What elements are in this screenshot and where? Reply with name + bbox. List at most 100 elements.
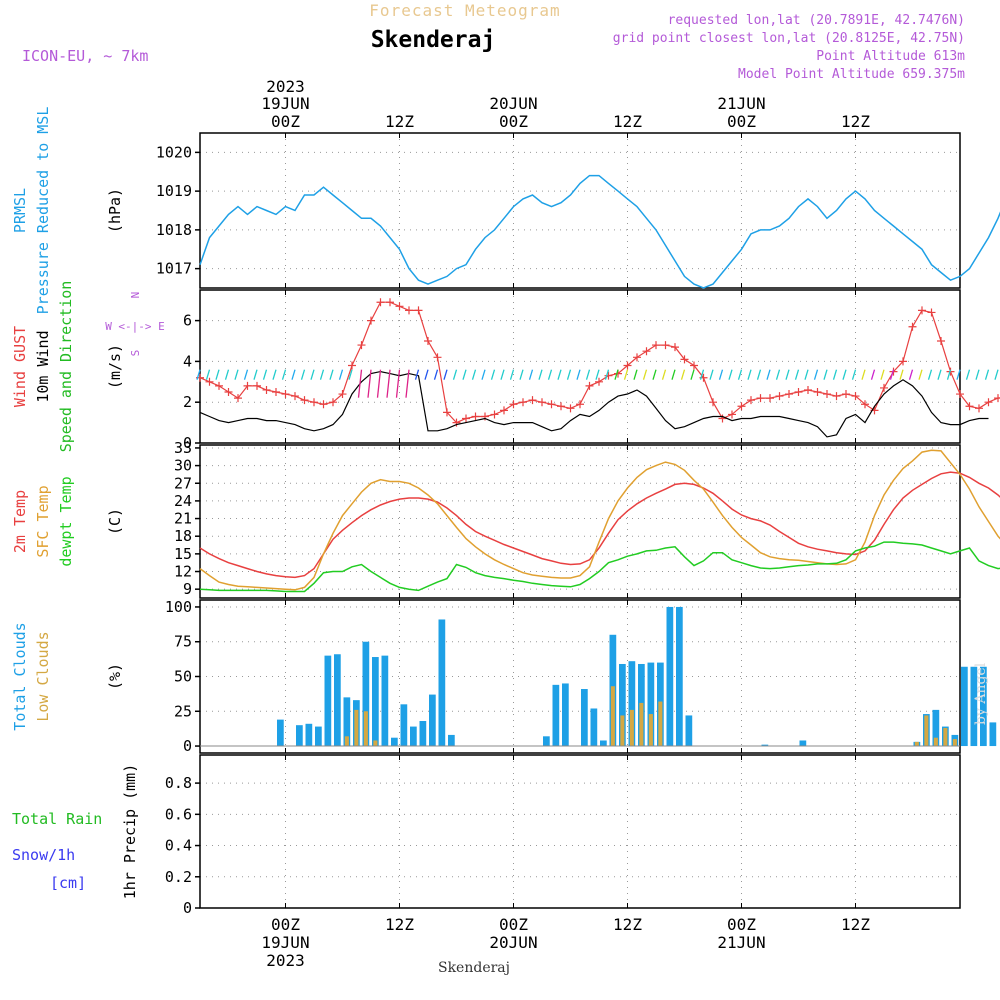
bar-low-clouds — [354, 709, 359, 747]
bar-total-clouds — [600, 740, 607, 747]
panel-label: Total Clouds — [11, 622, 29, 730]
wind-direction-arrow — [633, 369, 638, 380]
gust-marker — [652, 341, 660, 350]
wind-direction-arrow — [671, 369, 676, 380]
bar-low-clouds — [344, 736, 349, 747]
wind-direction-arrow — [367, 369, 372, 398]
bar-low-clouds — [610, 686, 615, 747]
bar-low-clouds — [620, 715, 625, 747]
y-tick-label: 0.8 — [165, 774, 192, 792]
bar-total-clouds — [980, 666, 987, 747]
panel-frame — [199, 754, 961, 909]
panel-frame — [199, 132, 961, 289]
gust-marker — [471, 412, 480, 421]
gust-marker — [851, 392, 860, 401]
wind-direction-arrow — [357, 369, 363, 398]
gust-marker — [433, 353, 442, 362]
bottom-tick-date: 21JUN — [717, 933, 765, 952]
wind-direction-arrow — [889, 369, 895, 380]
y-tick-label: 0.2 — [165, 868, 192, 886]
gust-marker — [918, 306, 926, 315]
wind-direction-arrow — [234, 369, 239, 380]
y-tick-label: 6 — [183, 312, 192, 330]
series-line-dewpt-temp — [199, 541, 1000, 593]
bar-total-clouds — [761, 744, 769, 747]
bar-total-clouds — [581, 689, 588, 747]
wind-direction-arrow — [443, 369, 448, 380]
gust-marker — [804, 385, 812, 394]
subtitle: Forecast Meteogram — [369, 1, 560, 20]
wind-direction-arrow — [595, 369, 600, 380]
panel-label: dewpt Temp — [57, 476, 75, 566]
bar-total-clouds — [419, 721, 427, 747]
gust-marker — [224, 388, 233, 396]
footer-location: Skenderaj — [438, 960, 510, 976]
y-tick-label: 9 — [183, 580, 192, 598]
wind-direction-arrow — [329, 369, 334, 380]
bar-total-clouds — [334, 654, 341, 747]
gust-marker — [908, 322, 917, 331]
gust-marker — [737, 402, 746, 411]
bar-total-clouds — [552, 684, 560, 747]
unit-label: (C) — [106, 508, 124, 535]
legend-snow: Snow/1h — [12, 846, 75, 864]
gust-marker — [357, 341, 366, 350]
y-tick-label: 1018 — [156, 221, 192, 239]
model-altitude: Model Point Altitude 659.375m — [738, 67, 965, 82]
gust-marker — [490, 410, 499, 419]
bar-low-clouds — [943, 727, 948, 747]
wind-direction-arrow — [956, 369, 961, 380]
panel-label: Speed and Direction — [57, 281, 75, 453]
gust-marker — [756, 394, 765, 403]
bar-total-clouds — [961, 666, 968, 747]
wind-direction-arrow — [452, 369, 458, 380]
gust-marker — [718, 414, 727, 423]
y-tick-label: 50 — [174, 668, 192, 686]
wind-direction-arrow — [813, 369, 819, 380]
wind-direction-arrow — [661, 369, 667, 380]
gust-marker — [633, 353, 641, 362]
compass-s: S — [129, 350, 142, 357]
unit-label: (%) — [106, 663, 124, 690]
y-tick-label: 33 — [174, 439, 192, 457]
wind-direction-arrow — [405, 369, 410, 398]
y-tick-label: 0.6 — [165, 805, 192, 823]
panel-frame — [199, 599, 961, 754]
wind-direction-arrow — [747, 369, 752, 380]
gust-marker — [671, 343, 679, 352]
wind-direction-arrow — [604, 369, 610, 380]
gust-marker — [376, 298, 385, 307]
wind-direction-arrow — [737, 369, 743, 380]
wind-direction-arrow — [918, 369, 923, 380]
gust-marker — [937, 337, 945, 345]
bar-low-clouds — [924, 715, 929, 747]
gust-marker — [452, 418, 461, 427]
series-line-2m-temp — [199, 471, 1000, 579]
gust-marker — [557, 402, 565, 411]
wind-direction-arrow — [585, 369, 591, 380]
top-tick-date: 19JUN — [261, 94, 309, 113]
gust-marker — [604, 371, 613, 380]
gust-marker — [272, 388, 280, 396]
wind-direction-arrow — [842, 369, 847, 380]
y-tick-label: 0 — [183, 434, 192, 452]
gust-marker — [861, 400, 869, 409]
wind-direction-arrow — [547, 369, 553, 380]
requested-coords: requested lon,lat (20.7891E, 42.7476N) — [668, 13, 965, 28]
wind-direction-arrow — [899, 369, 904, 380]
panel-clouds: 0 25 50 75 100 Total Clouds Low Clouds (%) — [11, 598, 997, 755]
bar-low-clouds — [639, 702, 644, 747]
wind-direction-arrow — [519, 369, 524, 380]
wind-direction-arrow — [262, 369, 268, 380]
wind-direction-arrow — [272, 369, 277, 380]
wind-direction-arrow — [281, 369, 287, 380]
gust-marker — [462, 414, 470, 423]
y-tick-label: 18 — [174, 527, 192, 545]
series-line-prmsl — [199, 174, 1000, 289]
gust-marker — [519, 398, 527, 407]
wind-direction-arrow — [804, 369, 809, 380]
